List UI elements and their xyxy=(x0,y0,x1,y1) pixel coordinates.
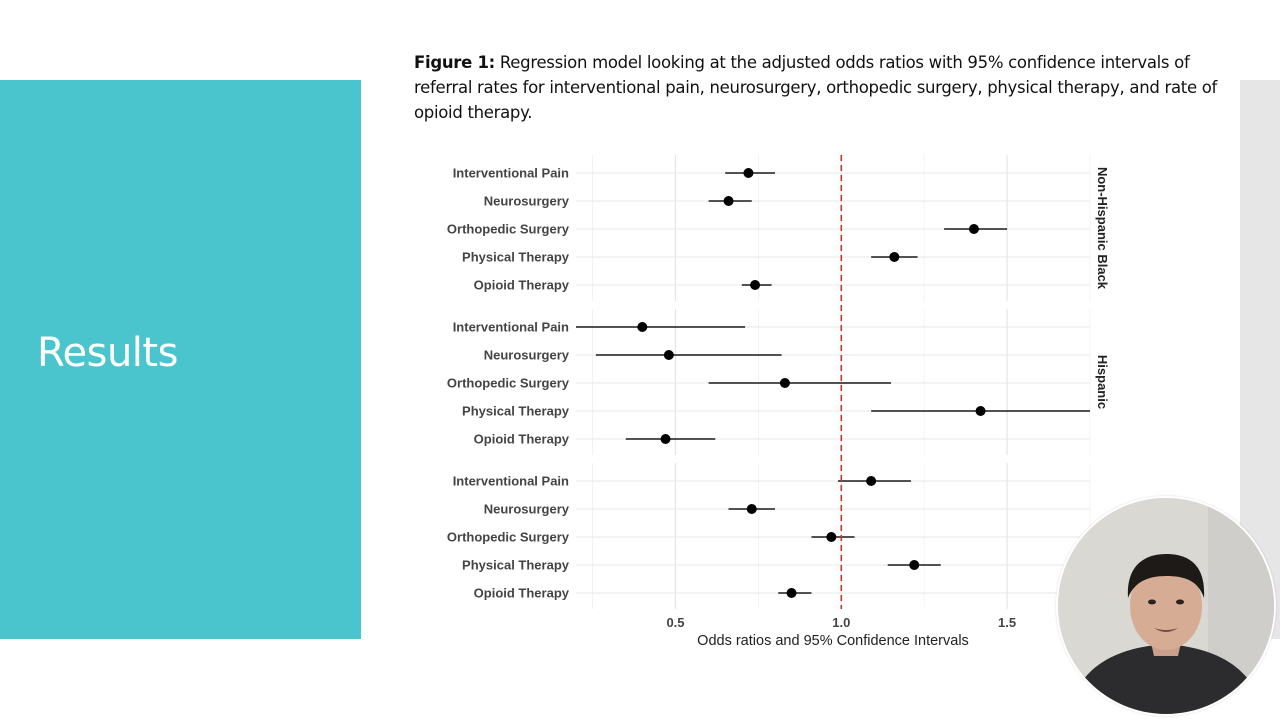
panel-strip-label: Hispanic xyxy=(1095,355,1110,409)
point-estimate xyxy=(723,196,734,206)
category-label: Orthopedic Surgery xyxy=(447,222,570,237)
panel-background xyxy=(576,155,1090,301)
category-label: Interventional Pain xyxy=(453,320,569,335)
category-label: Interventional Pain xyxy=(453,474,569,489)
point-estimate xyxy=(663,350,674,360)
point-estimate xyxy=(786,588,797,598)
figure-caption-label: Figure 1: xyxy=(414,53,495,72)
point-estimate xyxy=(660,434,671,444)
point-estimate xyxy=(746,504,757,514)
category-label: Neurosurgery xyxy=(484,502,570,517)
category-label: Orthopedic Surgery xyxy=(447,530,570,545)
category-label: Neurosurgery xyxy=(484,194,570,209)
category-label: Physical Therapy xyxy=(462,404,570,419)
category-label: Neurosurgery xyxy=(484,348,570,363)
title-panel xyxy=(0,80,361,639)
point-estimate xyxy=(975,406,986,416)
point-estimate xyxy=(909,560,920,570)
point-estimate xyxy=(866,476,877,486)
presenter-webcam xyxy=(1056,496,1276,716)
panel-strip-label: Non-Hispanic Black xyxy=(1095,167,1110,290)
point-estimate xyxy=(637,322,648,332)
point-estimate xyxy=(889,252,900,262)
category-label: Opioid Therapy xyxy=(474,586,570,601)
category-label: Physical Therapy xyxy=(462,250,570,265)
presenter-webcam-icon xyxy=(1058,498,1274,714)
category-label: Physical Therapy xyxy=(462,558,570,573)
category-label: Opioid Therapy xyxy=(474,278,570,293)
x-tick-label: 0.5 xyxy=(666,615,684,630)
category-label: Opioid Therapy xyxy=(474,432,570,447)
point-estimate xyxy=(968,224,979,234)
figure-caption: Figure 1: Regression model looking at th… xyxy=(414,50,1224,125)
category-label: Orthopedic Surgery xyxy=(447,376,570,391)
point-estimate xyxy=(826,532,837,542)
point-estimate xyxy=(750,280,761,290)
category-label: Interventional Pain xyxy=(453,166,569,181)
x-axis-label: Odds ratios and 95% Confidence Intervals xyxy=(697,633,969,649)
x-tick-label: 1.5 xyxy=(998,615,1016,630)
slide-title: Results xyxy=(37,330,178,376)
point-estimate xyxy=(779,378,790,388)
x-tick-label: 1.0 xyxy=(832,615,850,630)
point-estimate xyxy=(743,168,754,178)
figure-caption-text: Regression model looking at the adjusted… xyxy=(414,53,1218,122)
panel-background xyxy=(576,309,1090,455)
